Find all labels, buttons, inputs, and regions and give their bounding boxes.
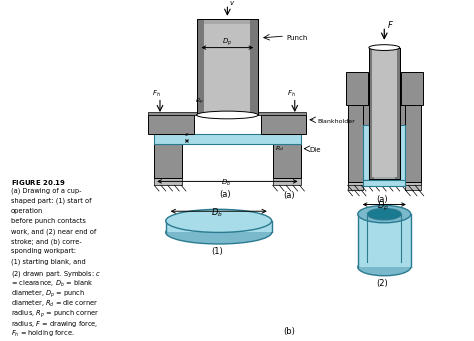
Polygon shape — [348, 182, 363, 190]
Text: shaped part: (1) start of: shaped part: (1) start of — [11, 198, 91, 204]
Text: $D_p$: $D_p$ — [222, 36, 232, 48]
Text: diameter, $D_p$ = punch: diameter, $D_p$ = punch — [11, 289, 85, 300]
Text: = clearance, $D_b$ = blank: = clearance, $D_b$ = blank — [11, 279, 93, 289]
Polygon shape — [204, 24, 250, 113]
Polygon shape — [346, 72, 368, 105]
Text: $D_b$: $D_b$ — [220, 178, 231, 189]
Polygon shape — [369, 48, 400, 178]
Text: $F_h$ = holding force.: $F_h$ = holding force. — [11, 329, 74, 339]
Text: radius, $F$ = drawing force,: radius, $F$ = drawing force, — [11, 319, 98, 329]
Polygon shape — [273, 144, 301, 178]
Polygon shape — [363, 124, 369, 180]
Text: $v$: $v$ — [229, 0, 236, 7]
Text: (a): (a) — [219, 190, 231, 199]
Text: operation: operation — [11, 208, 43, 214]
Text: before punch contacts: before punch contacts — [11, 218, 86, 224]
Polygon shape — [363, 180, 405, 186]
Polygon shape — [372, 49, 397, 177]
Ellipse shape — [358, 258, 411, 276]
Text: $F_h$: $F_h$ — [287, 89, 296, 99]
Ellipse shape — [197, 111, 258, 119]
Polygon shape — [348, 105, 363, 182]
Polygon shape — [148, 112, 306, 115]
Text: (1): (1) — [211, 247, 223, 256]
Polygon shape — [348, 182, 421, 185]
Ellipse shape — [358, 206, 411, 223]
Polygon shape — [154, 144, 182, 178]
Text: (a): (a) — [376, 195, 388, 204]
Ellipse shape — [369, 45, 400, 50]
Polygon shape — [197, 19, 258, 115]
Polygon shape — [401, 72, 423, 105]
Polygon shape — [154, 134, 301, 144]
Polygon shape — [154, 178, 182, 185]
Polygon shape — [363, 105, 374, 124]
Text: (1) starting blank, and: (1) starting blank, and — [11, 258, 85, 265]
Text: $R_d$: $R_d$ — [274, 145, 283, 153]
Text: sponding workpart:: sponding workpart: — [11, 248, 76, 254]
Text: Blankholder: Blankholder — [317, 119, 355, 124]
Polygon shape — [197, 19, 204, 115]
Text: $c$: $c$ — [184, 131, 190, 138]
Polygon shape — [400, 124, 405, 180]
Polygon shape — [395, 48, 400, 178]
Text: work, and (2) near end of: work, and (2) near end of — [11, 228, 96, 235]
Text: $\bf{FIGURE\ 20.19}$: $\bf{FIGURE\ 20.19}$ — [11, 178, 66, 187]
Polygon shape — [358, 214, 411, 267]
Ellipse shape — [166, 209, 272, 233]
Text: (a): (a) — [283, 191, 295, 200]
Text: $D_p$: $D_p$ — [376, 200, 389, 213]
Text: diameter, $R_d$ = die corner: diameter, $R_d$ = die corner — [11, 299, 98, 309]
Polygon shape — [261, 115, 306, 134]
Ellipse shape — [166, 221, 272, 244]
Text: Punch: Punch — [286, 35, 308, 41]
Polygon shape — [405, 182, 421, 190]
Polygon shape — [369, 48, 374, 178]
Text: (b): (b) — [283, 327, 295, 337]
Ellipse shape — [367, 208, 401, 220]
Polygon shape — [394, 105, 405, 124]
Text: radius, $R_p$ = punch corner: radius, $R_p$ = punch corner — [11, 309, 99, 321]
Text: $F$: $F$ — [387, 19, 394, 30]
Text: $D_b$: $D_b$ — [211, 206, 223, 219]
Text: (a) Drawing of a cup-: (a) Drawing of a cup- — [11, 188, 81, 194]
Polygon shape — [405, 105, 421, 182]
Text: (2): (2) — [376, 279, 388, 288]
Text: stroke; and (b) corre-: stroke; and (b) corre- — [11, 238, 82, 245]
Polygon shape — [273, 178, 301, 185]
Text: Die: Die — [309, 147, 321, 152]
Polygon shape — [166, 221, 272, 233]
Text: (2) drawn part. Symbols: $c$: (2) drawn part. Symbols: $c$ — [11, 268, 101, 279]
Polygon shape — [250, 19, 258, 115]
Polygon shape — [148, 115, 194, 134]
Text: $F_h$: $F_h$ — [152, 89, 161, 99]
Text: $R_p$: $R_p$ — [195, 97, 203, 107]
